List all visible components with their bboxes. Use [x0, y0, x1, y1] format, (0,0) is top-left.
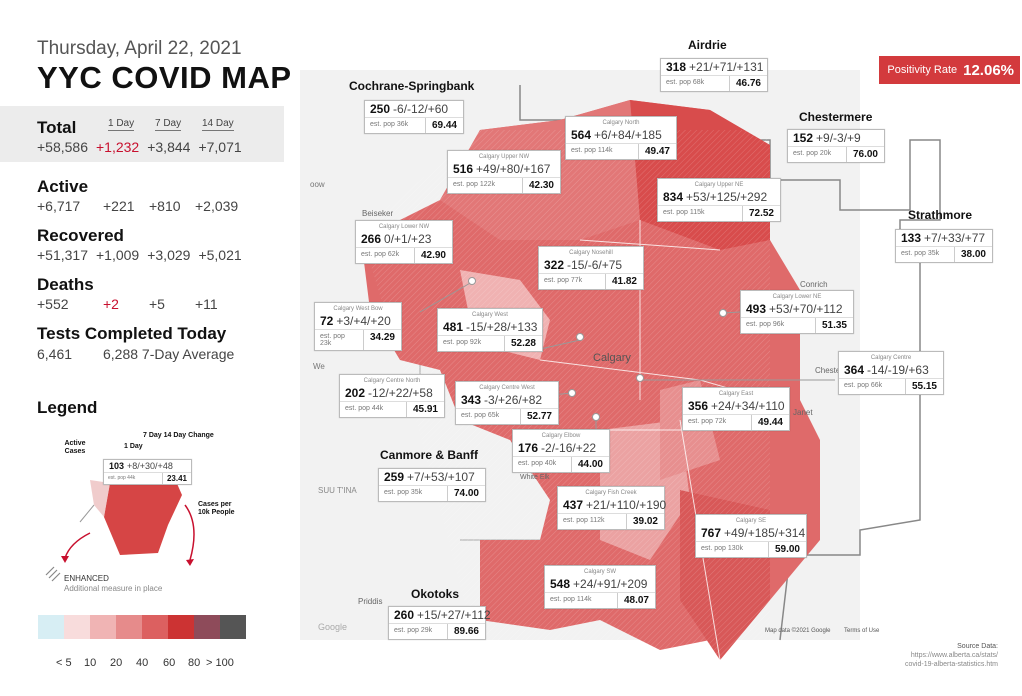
legend-title: Legend [37, 398, 98, 417]
page-title: YYC COVID MAP [37, 60, 292, 95]
active-label: Active [37, 177, 89, 196]
town-label: SUU T'INA [318, 486, 357, 495]
area-card: Calgary Fish Creek 437 +21/+110/+190 est.… [557, 486, 666, 530]
positivity-badge: Positivity Rate 12.06% [879, 56, 1020, 84]
google-logo: Google [318, 622, 348, 632]
report-date: Thursday, April 22, 2021 [37, 38, 242, 59]
color-scale [38, 615, 246, 639]
area-card: Calgary Lower NE 493 +53/+70/+112 est. po… [740, 290, 854, 334]
town-label: White Elk [520, 474, 550, 481]
recovered-label: Recovered [37, 226, 124, 245]
scale-label: < 5 [56, 657, 72, 669]
legend-enhanced-sub: Additional measure in place [64, 584, 163, 593]
area-card: Calgary Centre West 343 -3/+26/+82 est. p… [455, 381, 559, 425]
source-data: Source Data: https://www.alberta.ca/stat… [905, 643, 998, 668]
region-title: Airdrie [688, 38, 727, 52]
total-label: Total [37, 118, 77, 137]
area-card: Calgary Lower NW 266 0/+1/+23 est. pop 62… [355, 220, 453, 264]
scale-swatch [168, 615, 194, 639]
active-values: +6,717 +221 +810 +2,039 [37, 198, 239, 214]
scale-label: 20 [110, 657, 123, 669]
road-label: We [313, 362, 325, 371]
legend-diagram [45, 479, 195, 582]
scale-label: 10 [84, 657, 97, 669]
total-values: +58,586 +1,232 +3,844 +7,071 [37, 139, 242, 155]
scale-label: 80 [188, 657, 201, 669]
legend-1day-label: 1 Day [124, 443, 143, 450]
area-card: Calgary West 481 -15/+28/+133 est. pop 92… [437, 308, 543, 352]
region-card: 250 -6/-12/+60 est. pop 36k 69.44 [364, 100, 464, 134]
scale-swatch [220, 615, 246, 639]
town-label: Priddis [358, 597, 383, 606]
town-label: Beiseker [362, 209, 394, 218]
region-card: 260 +15/+27/+112 est. pop 29k 89.66 [388, 606, 491, 640]
col-1day: 1 Day [108, 118, 135, 131]
town-label: Chesteme [815, 366, 852, 375]
scale-label: 60 [163, 657, 176, 669]
terms-link[interactable]: Terms of Use [844, 628, 880, 634]
tests-values: 6,461 6,288 7-Day Average [37, 346, 235, 362]
area-card: Calgary East 356 +24/+34/+110 est. pop 72… [682, 387, 790, 431]
scale-swatch [116, 615, 142, 639]
legend-per10k-label: Cases per 10k People [198, 501, 235, 516]
region-card: 259 +7/+53/+107 est. pop 35k 74.00 [378, 468, 486, 502]
scale-label: 40 [136, 657, 149, 669]
area-card: Calgary Nosehill 322 -15/-6/+75 est. pop … [538, 246, 644, 290]
area-card: Calgary SW 548 +24/+91/+209 est. pop 114k… [544, 565, 656, 609]
area-card: Calgary Elbow 176 -2/-16/+22 est. pop 40k… [512, 429, 610, 473]
area-card: Calgary SE 767 +49/+185/+314 est. pop 130… [695, 514, 807, 558]
region-card: 318 +21/+71/+131 est. pop 68k 46.76 [660, 58, 768, 92]
legend-sample-card: 103 +8/+30/+48 est. pop 44k 23.41 [103, 459, 192, 485]
tests-label: Tests Completed Today [37, 324, 227, 343]
region-card: 133 +7/+33/+77 est. pop 35k 38.00 [895, 229, 993, 263]
region-title: Canmore & Banff [380, 448, 479, 462]
map-attribution: Map data ©2021 Google [765, 628, 831, 634]
region-title: Strathmore [908, 208, 973, 222]
deaths-label: Deaths [37, 275, 94, 294]
city-label: Calgary [593, 352, 631, 364]
town-label: Janet [793, 408, 813, 417]
region-title: Cochrane-Springbank [349, 79, 475, 93]
scale-swatch [64, 615, 90, 639]
area-card: Calgary Upper NE 834 +53/+125/+292 est. p… [657, 178, 781, 222]
scale-swatch [194, 615, 220, 639]
area-card: Calgary Centre North 202 -12/+22/+58 est.… [339, 374, 445, 418]
scale-swatch [90, 615, 116, 639]
deaths-values: +552 +2 +5 +11 [37, 296, 218, 312]
col-7day: 7 Day [155, 118, 182, 131]
area-card: Calgary North 564 +6/+84/+185 est. pop 11… [565, 116, 677, 160]
town-label: Conrich [800, 280, 828, 289]
scale-swatch [142, 615, 168, 639]
region-title: Chestermere [799, 110, 873, 124]
legend-active-label: Active Cases [64, 440, 86, 455]
area-card: Calgary Centre 364 -14/-19/+63 est. pop 6… [838, 351, 944, 395]
area-card: Calgary West Bow 72 +3/+4/+20 est. pop 23… [314, 302, 402, 351]
col-14day: 14 Day [202, 118, 234, 131]
scale-swatch [38, 615, 64, 639]
total-summary [0, 106, 284, 162]
region-title: Okotoks [411, 587, 460, 601]
scale-label: > 100 [206, 657, 234, 669]
legend-enhanced-label: ENHANCED [64, 574, 109, 583]
region-card: 152 +9/-3/+9 est. pop 20k 76.00 [787, 129, 885, 163]
road-label: oow [310, 180, 325, 189]
recovered-values: +51,317 +1,009 +3,029 +5,021 [37, 247, 242, 263]
legend-7-14-label: 7 Day 14 Day Change [143, 432, 214, 439]
area-card: Calgary Upper NW 516 +49/+80/+167 est. po… [447, 150, 561, 194]
